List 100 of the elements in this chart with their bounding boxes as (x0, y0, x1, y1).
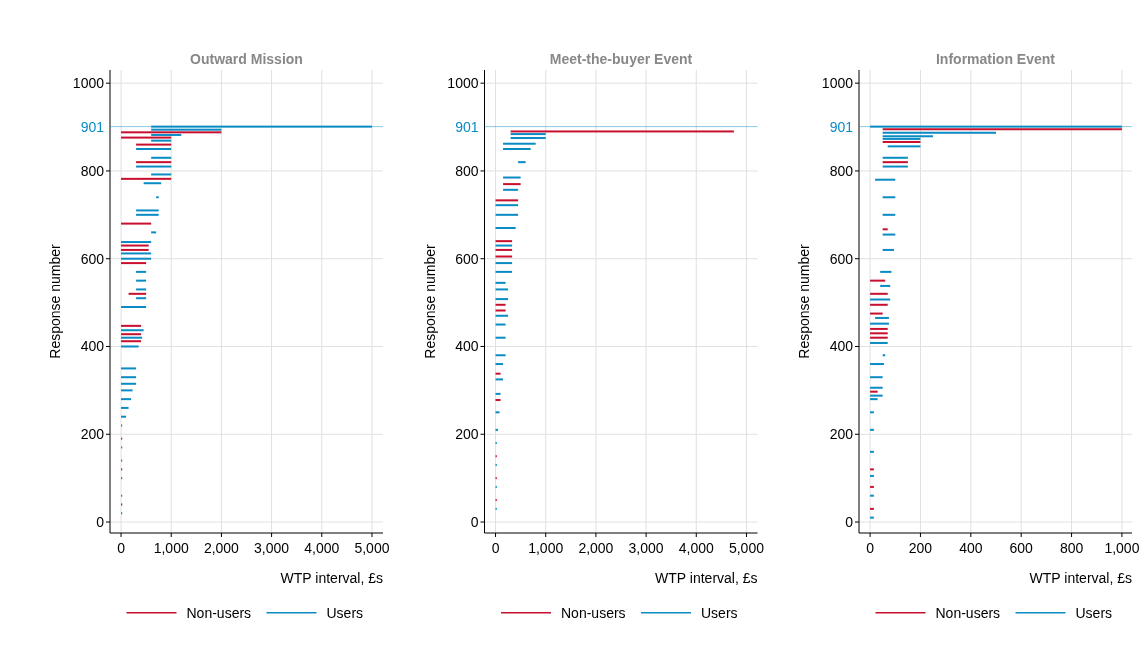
bar (151, 139, 172, 142)
bar (495, 378, 504, 381)
x-tick-label: 0 (491, 540, 500, 556)
bar (880, 284, 891, 287)
bar (495, 288, 509, 291)
ref-line-label: 901 (829, 118, 854, 135)
bar (121, 406, 129, 409)
bar (870, 516, 874, 519)
y-tick-label: 200 (80, 426, 105, 443)
bar (495, 392, 501, 395)
bar (870, 336, 888, 339)
legend-label: Users (1075, 604, 1113, 621)
bar (870, 332, 888, 335)
bar (875, 316, 889, 319)
bar (495, 309, 506, 312)
bar (151, 231, 157, 234)
bar (870, 390, 878, 393)
bar (882, 161, 908, 164)
bar (882, 128, 1122, 131)
bar (495, 244, 513, 247)
bar (510, 133, 546, 136)
y-tick-label: 600 (829, 250, 854, 267)
bar (870, 327, 888, 330)
x-axis-title: WTP interval, £s (655, 570, 758, 586)
y-tick-label: 600 (455, 250, 479, 267)
bar (870, 507, 874, 510)
x-tick-label: 3,000 (628, 540, 664, 556)
bar (121, 389, 133, 392)
bar (136, 209, 159, 212)
legend-label: Non-users (935, 604, 1001, 621)
y-tick-label: 600 (80, 250, 105, 267)
y-tick-label: 800 (455, 162, 479, 179)
x-tick-label: 0 (117, 540, 126, 556)
bar (870, 322, 889, 325)
bar (156, 196, 159, 199)
bar (136, 288, 147, 291)
bar (151, 173, 172, 176)
bar (121, 340, 142, 343)
bar (510, 130, 734, 133)
x-tick-label: 3,000 (254, 540, 290, 556)
bar (870, 292, 888, 295)
y-tick-label: 1000 (447, 75, 479, 92)
bar (870, 474, 874, 477)
bar (510, 137, 546, 140)
bar (136, 148, 172, 150)
bar (503, 176, 521, 179)
bar (495, 314, 509, 317)
x-tick-label: 4,000 (678, 540, 714, 556)
bar (503, 188, 519, 191)
y-tick-label: 800 (80, 162, 105, 179)
bar (870, 386, 883, 389)
legend-label: Users (701, 604, 738, 621)
bar (870, 303, 888, 306)
legend-label: Non-users (561, 604, 626, 621)
bar (151, 156, 172, 159)
bar (121, 367, 137, 370)
x-tick-label: 200 (908, 540, 933, 556)
bar (495, 270, 513, 273)
bar (495, 303, 506, 306)
bar (495, 336, 506, 339)
ref-line-label: 901 (455, 118, 479, 135)
x-tick-label: 5,000 (354, 540, 390, 556)
y-tick-label: 400 (455, 338, 479, 355)
bar (495, 363, 504, 366)
bar (121, 398, 132, 401)
y-tick-label: 1000 (72, 75, 105, 92)
bar (136, 270, 147, 273)
bar (151, 125, 372, 128)
bar (121, 382, 137, 385)
bar (882, 248, 895, 251)
y-tick-label: 1000 (821, 75, 854, 92)
legend-label: Non-users (186, 604, 252, 621)
bar (870, 125, 1122, 128)
y-axis-title: Response number (796, 243, 812, 359)
bar (121, 222, 152, 225)
bar (121, 345, 139, 348)
bar (495, 281, 506, 284)
bar (495, 226, 516, 229)
x-axis-title: WTP interval, £s (1029, 570, 1132, 586)
bar (503, 183, 521, 186)
bar (121, 376, 137, 379)
bar (870, 394, 883, 397)
bar (882, 228, 888, 231)
bar (495, 240, 513, 243)
y-tick-label: 0 (845, 513, 854, 530)
bar (503, 142, 536, 145)
bar (870, 341, 888, 344)
bar (870, 279, 886, 282)
bar (870, 363, 884, 366)
bar (495, 298, 509, 301)
y-tick-label: 400 (829, 338, 854, 355)
bar (870, 312, 883, 315)
x-tick-label: 5,000 (728, 540, 765, 556)
bar (503, 148, 531, 150)
bar (121, 177, 172, 180)
y-axis-title: Response number (421, 243, 438, 359)
bar (875, 178, 896, 181)
y-tick-label: 0 (470, 513, 479, 530)
bar (495, 323, 506, 326)
x-tick-label: 4,000 (304, 540, 340, 556)
